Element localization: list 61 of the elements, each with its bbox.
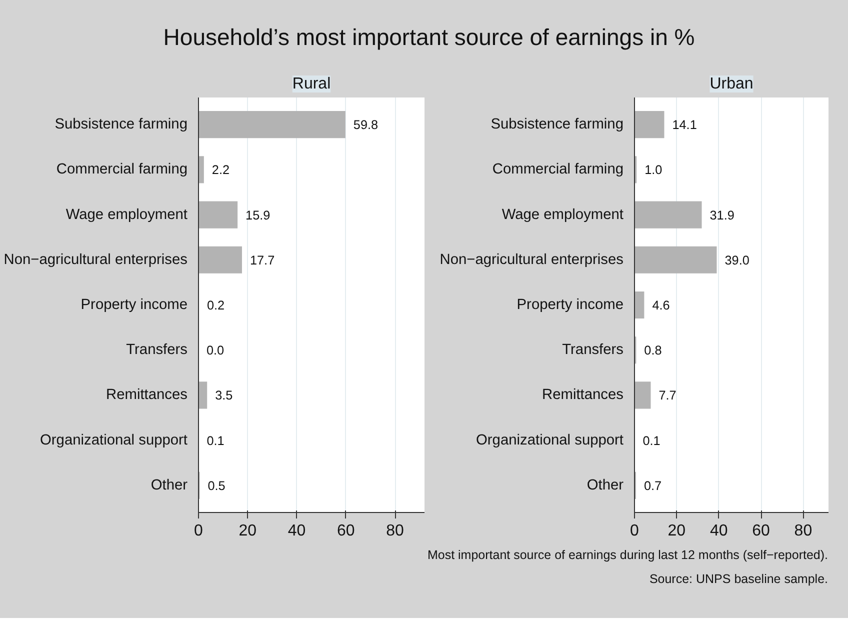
y-tick-label: Non−agricultural enterprises: [4, 252, 188, 268]
x-tick-label: 60: [336, 522, 355, 540]
x-tick-label: 20: [668, 522, 686, 540]
bar: [634, 201, 702, 228]
y-tick-label: Organizational support: [476, 432, 624, 448]
chart-subtitle: Urban: [710, 76, 754, 92]
y-tick-label: Organizational support: [40, 432, 188, 448]
data-label: 14.1: [672, 118, 697, 132]
bar: [198, 201, 238, 228]
bar: [634, 111, 664, 138]
y-tick-label: Transfers: [126, 342, 188, 358]
chart-title: Household’s most important source of earnings in %: [163, 23, 695, 52]
x-tick-label: 40: [288, 522, 306, 540]
x-tick-label: 80: [386, 522, 404, 540]
y-tick-label: Other: [150, 477, 188, 494]
x-tick-label: 20: [238, 522, 257, 540]
bar: [634, 382, 651, 409]
chart-subtitle: Rural: [292, 76, 331, 92]
data-label: 2.2: [212, 163, 230, 178]
y-tick-label: Remittances: [542, 387, 624, 404]
y-tick-label: Commercial farming: [492, 162, 624, 178]
y-tick-label: Non−agricultural enterprises: [440, 252, 624, 268]
bar: [634, 246, 717, 274]
bar: [198, 382, 208, 409]
text: Most important source of earnings during last 12 months (self−reported).: [427, 548, 828, 562]
data-label: 7.7: [658, 388, 676, 403]
data-label: 0.1: [642, 434, 660, 448]
x-tick-label: 60: [752, 522, 770, 540]
bar: [198, 111, 346, 138]
data-label: 17.7: [250, 253, 275, 268]
data-label: 3.5: [215, 388, 233, 403]
y-tick-label: Remittances: [106, 387, 188, 404]
source-note: Source: UNPS baseline sample.: [649, 572, 828, 586]
y-tick-label: Property income: [80, 297, 188, 313]
x-tick-label: 40: [710, 522, 728, 540]
data-label: 0.8: [644, 344, 662, 358]
y-tick-label: Subsistence farming: [490, 116, 624, 133]
bar: [198, 246, 242, 274]
y-tick-label: Transfers: [562, 342, 624, 358]
data-label: 0.2: [206, 298, 225, 312]
x-tick-label: 0: [630, 522, 640, 540]
y-tick-label: Subsistence farming: [54, 116, 188, 133]
data-label: 59.8: [353, 118, 378, 132]
data-label: 0.0: [206, 344, 224, 358]
data-label: 31.9: [710, 208, 734, 222]
y-tick-label: Wage employment: [66, 206, 188, 223]
data-label: 0.5: [208, 478, 226, 493]
data-label: 15.9: [246, 208, 270, 222]
bar: [634, 291, 644, 319]
data-label: 0.7: [644, 478, 662, 493]
data-label: 0.1: [206, 434, 224, 448]
y-tick-label: Property income: [516, 297, 624, 313]
y-tick-label: Commercial farming: [56, 162, 188, 178]
data-label: 1.0: [644, 163, 662, 178]
y-tick-label: Wage employment: [502, 206, 624, 223]
y-tick-label: Other: [586, 477, 624, 494]
data-label: 4.6: [652, 298, 670, 312]
x-tick-label: 0: [194, 522, 204, 540]
data-label: 39.0: [724, 253, 750, 268]
bar: [198, 156, 204, 184]
x-tick-label: 80: [794, 522, 812, 540]
